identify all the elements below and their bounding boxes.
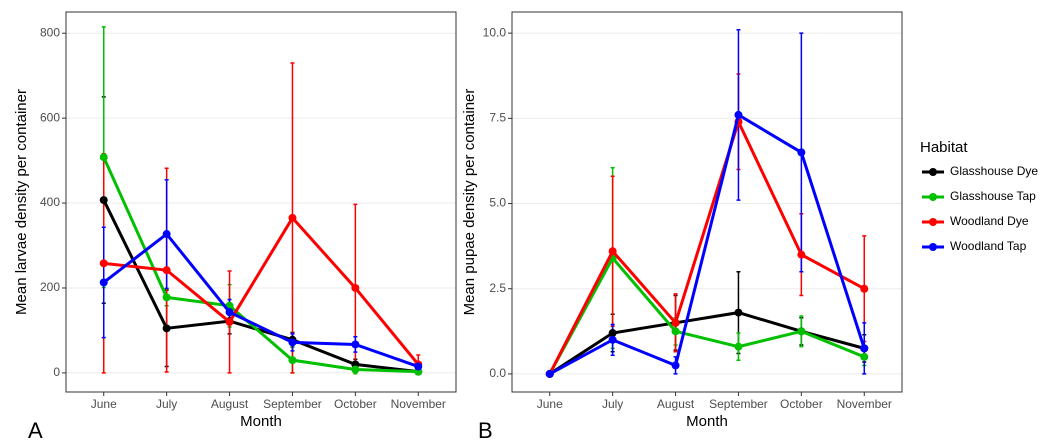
x-tick-label: September bbox=[263, 397, 322, 411]
point bbox=[671, 318, 680, 327]
legend-key-point bbox=[929, 168, 937, 176]
point bbox=[608, 335, 617, 344]
x-tick-label: June bbox=[537, 397, 563, 411]
point bbox=[162, 230, 171, 239]
series-line bbox=[102, 199, 419, 374]
point bbox=[99, 196, 108, 205]
point bbox=[99, 278, 108, 287]
x-tick-label: September bbox=[709, 397, 768, 411]
y-axis-title: Mean pupae density per container bbox=[461, 89, 478, 316]
point bbox=[860, 344, 869, 353]
y-tick-label: 200 bbox=[40, 280, 60, 294]
y-tick-label: 0.0 bbox=[489, 366, 506, 380]
series-line bbox=[102, 156, 419, 374]
point bbox=[225, 308, 234, 317]
point bbox=[797, 148, 806, 157]
y-axis-title: Mean larvae density per container bbox=[13, 89, 30, 315]
point bbox=[99, 153, 108, 162]
point bbox=[288, 213, 297, 222]
point bbox=[351, 283, 360, 292]
point bbox=[734, 110, 743, 119]
point bbox=[162, 266, 171, 275]
point bbox=[608, 247, 617, 256]
x-tick-label: August bbox=[657, 397, 695, 411]
point bbox=[225, 317, 234, 326]
x-axis-title: Month bbox=[240, 413, 282, 430]
series-line bbox=[548, 311, 865, 376]
point bbox=[351, 365, 360, 374]
x-tick-label: October bbox=[780, 397, 823, 411]
x-tick-label: August bbox=[211, 397, 249, 411]
point bbox=[671, 327, 680, 336]
x-tick-label: July bbox=[602, 397, 623, 411]
point bbox=[414, 362, 423, 371]
point bbox=[288, 356, 297, 365]
legend-label: Woodland Tap bbox=[950, 239, 1027, 253]
point bbox=[734, 308, 743, 317]
point bbox=[671, 361, 680, 370]
point bbox=[608, 329, 617, 338]
y-tick-label: 5.0 bbox=[489, 196, 506, 210]
point bbox=[860, 284, 869, 293]
x-tick-label: October bbox=[334, 397, 377, 411]
point bbox=[288, 338, 297, 347]
y-tick-label: 600 bbox=[40, 110, 60, 124]
x-tick-label: June bbox=[91, 397, 117, 411]
y-tick-label: 0 bbox=[53, 365, 60, 379]
legend-key-point bbox=[929, 218, 937, 226]
series-line bbox=[103, 215, 420, 366]
point bbox=[99, 259, 108, 268]
legend-title: Habitat bbox=[920, 139, 968, 156]
y-tick-label: 400 bbox=[40, 195, 60, 209]
legend-label: Glasshouse Dye bbox=[950, 164, 1038, 178]
panel-label: A bbox=[28, 418, 43, 443]
legend-key-point bbox=[929, 193, 937, 201]
plot-border bbox=[65, 11, 457, 393]
panel-label: B bbox=[478, 418, 493, 443]
x-tick-label: November bbox=[391, 397, 446, 411]
point bbox=[545, 369, 554, 378]
series-line bbox=[548, 117, 865, 375]
point bbox=[351, 340, 360, 349]
legend-label: Glasshouse Tap bbox=[950, 189, 1036, 203]
point bbox=[162, 324, 171, 333]
x-axis-title: Month bbox=[686, 413, 728, 430]
y-tick-label: 2.5 bbox=[489, 281, 506, 295]
point bbox=[797, 327, 806, 336]
y-tick-label: 10.0 bbox=[483, 25, 507, 39]
series-line bbox=[548, 255, 865, 375]
series-line bbox=[549, 112, 866, 376]
x-tick-label: November bbox=[837, 397, 892, 411]
y-tick-label: 800 bbox=[40, 25, 60, 39]
point bbox=[797, 250, 806, 259]
x-tick-label: July bbox=[156, 397, 177, 411]
point bbox=[162, 293, 171, 302]
plot-border bbox=[511, 11, 903, 393]
legend-label: Woodland Dye bbox=[950, 214, 1029, 228]
point bbox=[734, 342, 743, 351]
series-line bbox=[102, 231, 419, 368]
y-tick-label: 7.5 bbox=[489, 111, 506, 125]
point bbox=[860, 352, 869, 361]
legend-key-point bbox=[929, 243, 937, 251]
